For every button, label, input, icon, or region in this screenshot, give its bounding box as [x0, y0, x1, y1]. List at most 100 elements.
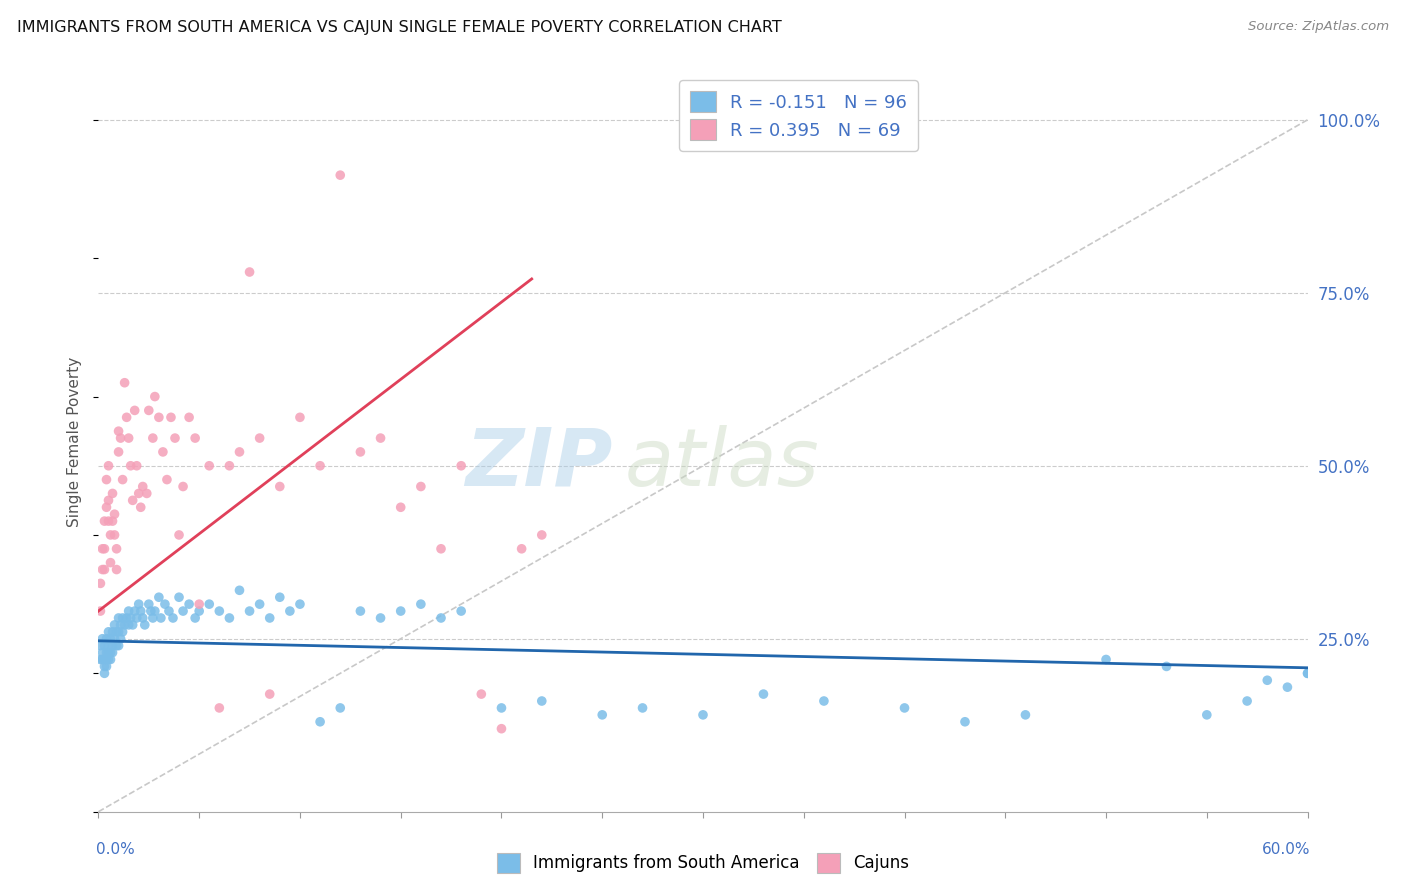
Point — [103, 632, 125, 646]
Point — [107, 445, 129, 459]
Point — [309, 458, 332, 473]
Point — [105, 563, 128, 577]
Point — [89, 604, 111, 618]
Point — [101, 486, 124, 500]
Point — [172, 604, 194, 618]
Point — [329, 168, 352, 182]
Point — [631, 701, 654, 715]
Point — [100, 556, 122, 570]
Point — [125, 458, 148, 473]
Point — [692, 707, 714, 722]
Point — [100, 528, 122, 542]
Point — [121, 493, 143, 508]
Point — [198, 597, 221, 611]
Point — [120, 458, 142, 473]
Point — [228, 583, 250, 598]
Point — [118, 604, 141, 618]
Point — [288, 410, 311, 425]
Point — [97, 652, 120, 666]
Point — [752, 687, 775, 701]
Point — [269, 591, 291, 605]
Point — [129, 604, 152, 618]
Point — [349, 604, 371, 618]
Point — [107, 611, 129, 625]
Point — [228, 445, 250, 459]
Point — [208, 701, 231, 715]
Point — [1277, 680, 1299, 694]
Point — [370, 431, 392, 445]
Point — [167, 591, 190, 605]
Point — [101, 646, 124, 660]
Point — [110, 618, 132, 632]
Point — [97, 458, 120, 473]
Legend: R = -0.151   N = 96, R = 0.395   N = 69: R = -0.151 N = 96, R = 0.395 N = 69 — [679, 80, 918, 151]
Point — [138, 597, 160, 611]
Point — [97, 493, 120, 508]
Point — [1296, 666, 1319, 681]
Point — [591, 707, 613, 722]
Point — [148, 410, 170, 425]
Point — [89, 652, 111, 666]
Point — [96, 473, 118, 487]
Point — [105, 624, 128, 639]
Point — [208, 604, 231, 618]
Point — [163, 431, 186, 445]
Point — [143, 604, 166, 618]
Point — [491, 722, 513, 736]
Point — [93, 659, 115, 673]
Point — [430, 611, 453, 625]
Point — [259, 611, 281, 625]
Point — [953, 714, 976, 729]
Point — [142, 611, 165, 625]
Point — [107, 424, 129, 438]
Point — [97, 639, 120, 653]
Point — [89, 576, 111, 591]
Legend: Immigrants from South America, Cajuns: Immigrants from South America, Cajuns — [491, 847, 915, 880]
Point — [93, 639, 115, 653]
Point — [179, 597, 201, 611]
Point — [148, 591, 170, 605]
Point — [115, 611, 138, 625]
Point — [93, 652, 115, 666]
Point — [93, 563, 115, 577]
Point — [249, 431, 271, 445]
Point — [278, 604, 301, 618]
Point — [893, 701, 915, 715]
Point — [107, 624, 129, 639]
Point — [1156, 659, 1178, 673]
Point — [110, 632, 132, 646]
Point — [1236, 694, 1258, 708]
Point — [91, 652, 114, 666]
Point — [93, 541, 115, 556]
Point — [120, 611, 142, 625]
Point — [101, 639, 124, 653]
Point — [259, 687, 281, 701]
Point — [1296, 666, 1319, 681]
Point — [125, 611, 148, 625]
Point — [149, 611, 172, 625]
Point — [450, 458, 472, 473]
Text: IMMIGRANTS FROM SOUTH AMERICA VS CAJUN SINGLE FEMALE POVERTY CORRELATION CHART: IMMIGRANTS FROM SOUTH AMERICA VS CAJUN S… — [17, 20, 782, 35]
Point — [1095, 652, 1118, 666]
Text: atlas: atlas — [624, 425, 820, 503]
Point — [110, 431, 132, 445]
Point — [100, 632, 122, 646]
Point — [370, 611, 392, 625]
Point — [89, 639, 111, 653]
Point — [409, 597, 432, 611]
Point — [91, 632, 114, 646]
Point — [101, 514, 124, 528]
Text: 0.0%: 0.0% — [96, 842, 135, 856]
Point — [97, 624, 120, 639]
Point — [389, 604, 412, 618]
Point — [288, 597, 311, 611]
Point — [172, 479, 194, 493]
Point — [100, 646, 122, 660]
Y-axis label: Single Female Poverty: Single Female Poverty — [67, 357, 83, 526]
Point — [1256, 673, 1278, 688]
Point — [132, 611, 155, 625]
Point — [198, 458, 221, 473]
Point — [142, 431, 165, 445]
Point — [139, 604, 162, 618]
Text: 60.0%: 60.0% — [1263, 842, 1310, 856]
